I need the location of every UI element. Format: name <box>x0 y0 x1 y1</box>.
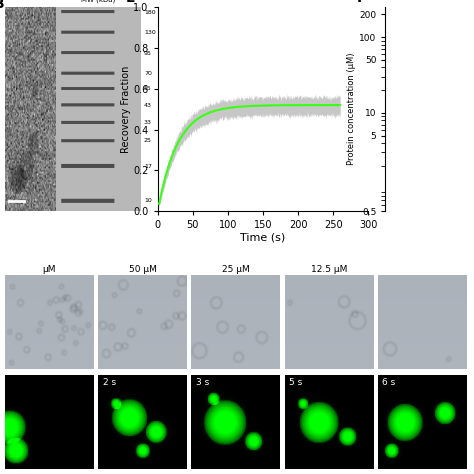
Title: μM: μM <box>43 265 56 274</box>
Y-axis label: Recovery Fraction: Recovery Fraction <box>120 65 130 153</box>
Title: 50 μM: 50 μM <box>128 265 156 274</box>
X-axis label: Time (s): Time (s) <box>240 233 286 243</box>
Y-axis label: Protein concentration (μM): Protein concentration (μM) <box>347 53 356 165</box>
Text: 5 s: 5 s <box>289 378 302 387</box>
Text: E: E <box>126 0 136 5</box>
Text: B: B <box>0 0 4 11</box>
Text: 6 s: 6 s <box>383 378 396 387</box>
Text: 3 s: 3 s <box>196 378 209 387</box>
Text: 2 s: 2 s <box>102 378 116 387</box>
Title: 12.5 μM: 12.5 μM <box>311 265 347 274</box>
Text: F: F <box>357 0 366 5</box>
Title: 25 μM: 25 μM <box>222 265 250 274</box>
